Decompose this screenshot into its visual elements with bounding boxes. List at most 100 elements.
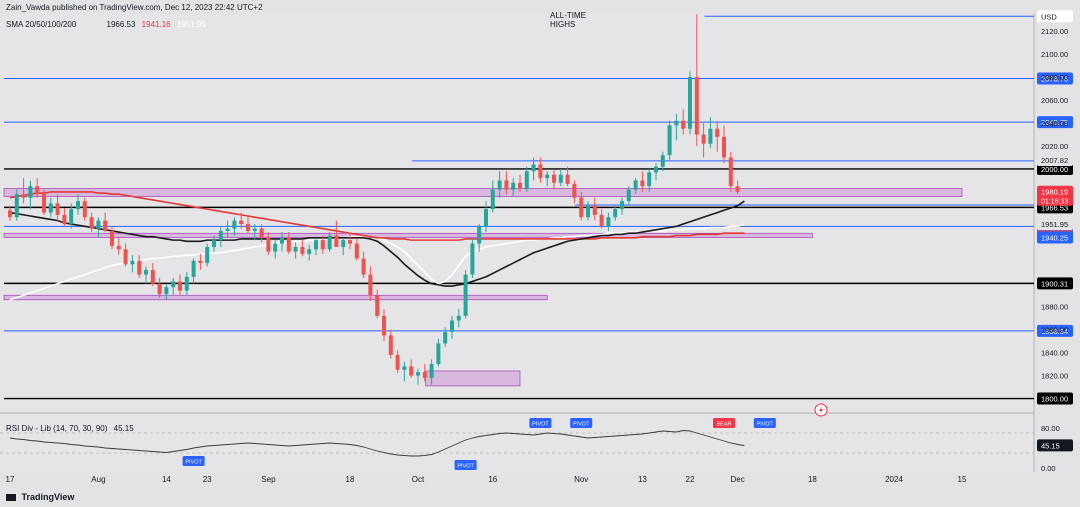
candle (470, 243, 475, 275)
candle (82, 201, 87, 218)
price-badge-label: 1980.19 (1041, 188, 1068, 197)
rsi-pivots: PIVOT PIVOT PIVOT PIVOT BEAR PIVOT (182, 418, 776, 470)
rsi-legend[interactable]: RSI Div - Lib (14, 70, 30, 90) 45.15 (6, 424, 134, 433)
price-tick: 1840.00 (1041, 349, 1068, 358)
candle (307, 249, 312, 254)
candle (205, 247, 210, 264)
candle (273, 243, 278, 252)
price-tick: 1880.00 (1041, 303, 1068, 312)
price-badge (1037, 153, 1073, 166)
x-tick-label: Nov (574, 475, 588, 484)
level-badge-label: 1966.53 (1041, 203, 1068, 212)
candle (280, 237, 284, 244)
candle (647, 172, 652, 187)
sma-value-1: 1966.53 (106, 20, 136, 29)
zone (3, 188, 963, 197)
candle (96, 220, 101, 229)
tradingview-logo[interactable]: TradingView (6, 492, 74, 502)
candle (422, 372, 427, 378)
candle (456, 315, 461, 321)
level-badge (1037, 116, 1073, 129)
candle (545, 174, 550, 179)
candle (348, 240, 352, 244)
price-badge (1037, 185, 1073, 206)
candle (606, 217, 611, 227)
candle (123, 249, 128, 265)
candle (259, 228, 264, 238)
candle (409, 366, 414, 376)
x-tick-label: Oct (412, 475, 425, 484)
pivot-label: PIVOT (532, 422, 549, 428)
candle (450, 320, 454, 332)
candle (599, 214, 604, 227)
sma-legend[interactable]: SMA 20/50/100/200 1966.53 1941.16 1951.9… (6, 20, 206, 29)
candle (640, 180, 645, 187)
candle (416, 372, 420, 376)
candle (375, 295, 380, 316)
candle (266, 237, 271, 252)
tradingview-logo-text: TradingView (21, 492, 75, 502)
x-tick-label: Dec (730, 475, 744, 484)
candle (62, 214, 67, 225)
price-tick: 2100.00 (1041, 50, 1068, 59)
level-badge (1037, 277, 1073, 290)
sma-value-3: 1951.95 (176, 20, 206, 29)
candle (286, 237, 291, 252)
main-pane (0, 14, 1034, 413)
candle (429, 364, 434, 378)
candle (171, 281, 176, 288)
candle (137, 260, 142, 275)
level-badge-label: 2078.76 (1041, 75, 1068, 84)
ath-annotation-line2: HIGHS (550, 20, 575, 29)
x-tick-label: 15 (958, 475, 967, 484)
rsi-axis-label: 0.00 (1041, 464, 1056, 473)
x-tick-label: 23 (203, 475, 212, 484)
x-tick-label: 14 (162, 475, 171, 484)
level-badge-label: 1900.31 (1041, 279, 1068, 288)
zone (3, 232, 813, 238)
lightning-icon[interactable] (814, 403, 828, 417)
candle (354, 243, 359, 259)
candle (681, 120, 686, 129)
candle (130, 260, 135, 265)
candle (320, 240, 325, 250)
pivot-badge (454, 460, 477, 470)
candle (116, 245, 121, 250)
pivot-label: BEAR (717, 422, 732, 428)
candle (157, 283, 162, 295)
x-tick-label: 2024 (885, 475, 903, 484)
candle (28, 186, 33, 198)
candle (688, 77, 692, 129)
x-tick-label: 18 (808, 475, 817, 484)
candle (497, 180, 502, 190)
candle (484, 209, 488, 227)
candle (314, 240, 318, 250)
candle (552, 174, 556, 183)
pivot-badge (529, 418, 552, 428)
candle (42, 194, 46, 213)
level-badge-label: 2000.00 (1041, 165, 1068, 174)
pivot-label: PIVOT (573, 422, 590, 428)
candle (361, 258, 366, 275)
candle (633, 180, 638, 190)
candle (565, 174, 570, 184)
sma-value-2: 1941.16 (141, 20, 171, 29)
candle (178, 281, 182, 291)
candle (518, 182, 522, 189)
level-badge-label: 1800.00 (1041, 395, 1068, 404)
candle (463, 274, 468, 316)
x-tick-label: Sep (261, 475, 276, 484)
candle (694, 77, 699, 135)
candle (443, 331, 448, 344)
x-tick-label: Aug (91, 475, 105, 484)
candle (225, 228, 230, 231)
pivot-label: PIVOT (185, 460, 202, 466)
candle (674, 120, 679, 126)
candle (490, 189, 495, 210)
candle (14, 194, 19, 218)
ath-annotation-line1: ALL-TIME (550, 11, 586, 20)
candle (76, 201, 80, 210)
sma-red-line (9, 191, 745, 241)
candle (110, 230, 114, 246)
